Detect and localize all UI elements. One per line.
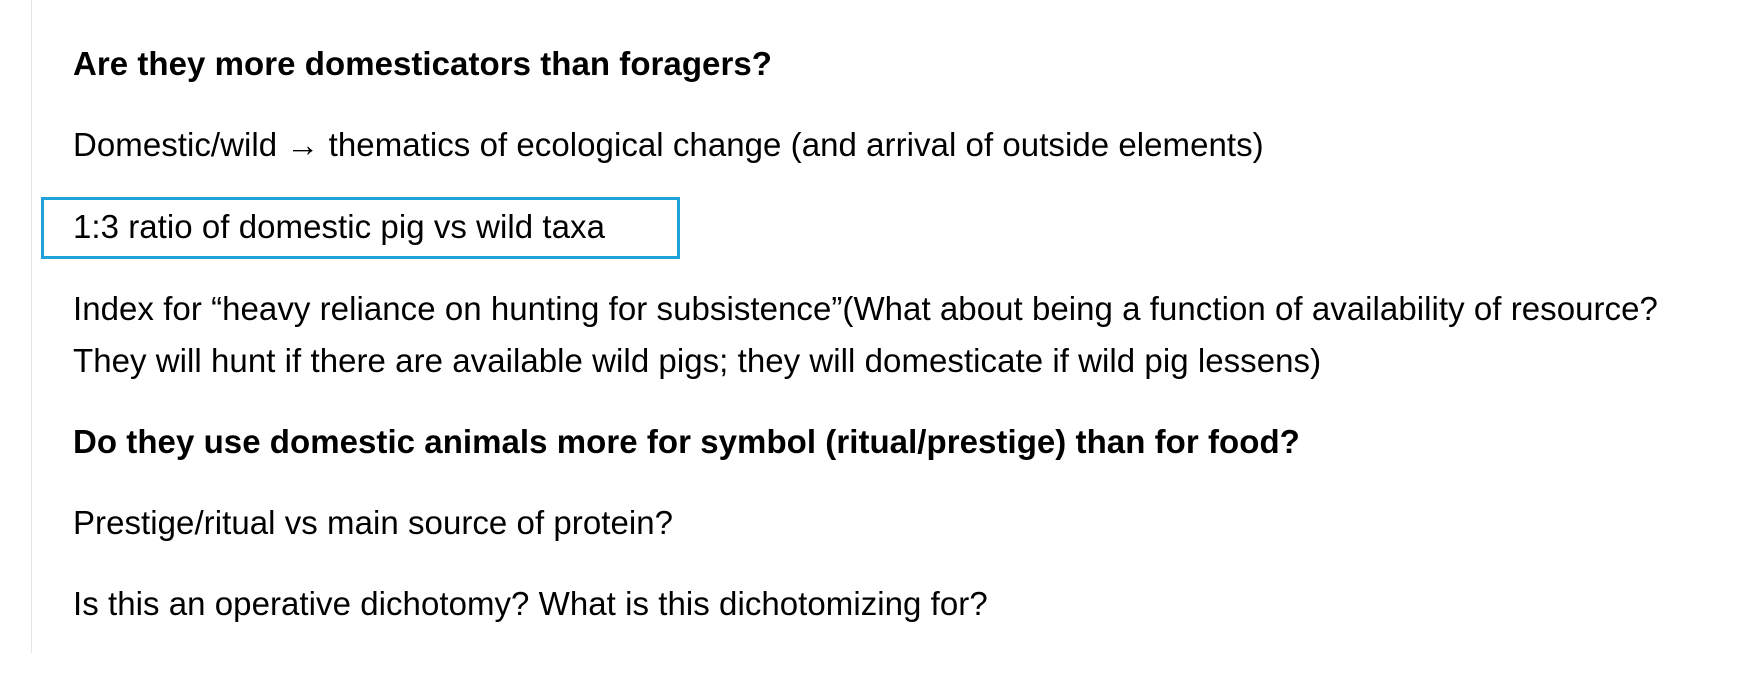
paragraph-hunting-index: Index for “heavy reliance on hunting for… — [73, 290, 1658, 379]
selection-highlight-box — [41, 197, 680, 259]
paragraph-pig-ratio[interactable]: 1:3 ratio of domestic pig vs wild taxa — [73, 208, 605, 245]
paragraph-prestige-protein: Prestige/ritual vs main source of protei… — [73, 504, 674, 541]
paragraph-operative-dichotomy: Is this an operative dichotomy? What is … — [73, 585, 988, 622]
heading-domesticators-vs-foragers: Are they more domesticators than forager… — [73, 45, 772, 82]
paragraph-domestic-wild: Domestic/wild → thematics of ecological … — [73, 126, 1264, 163]
margin-line — [31, 0, 32, 653]
heading-symbol-vs-food: Do they use domestic animals more for sy… — [73, 423, 1300, 460]
